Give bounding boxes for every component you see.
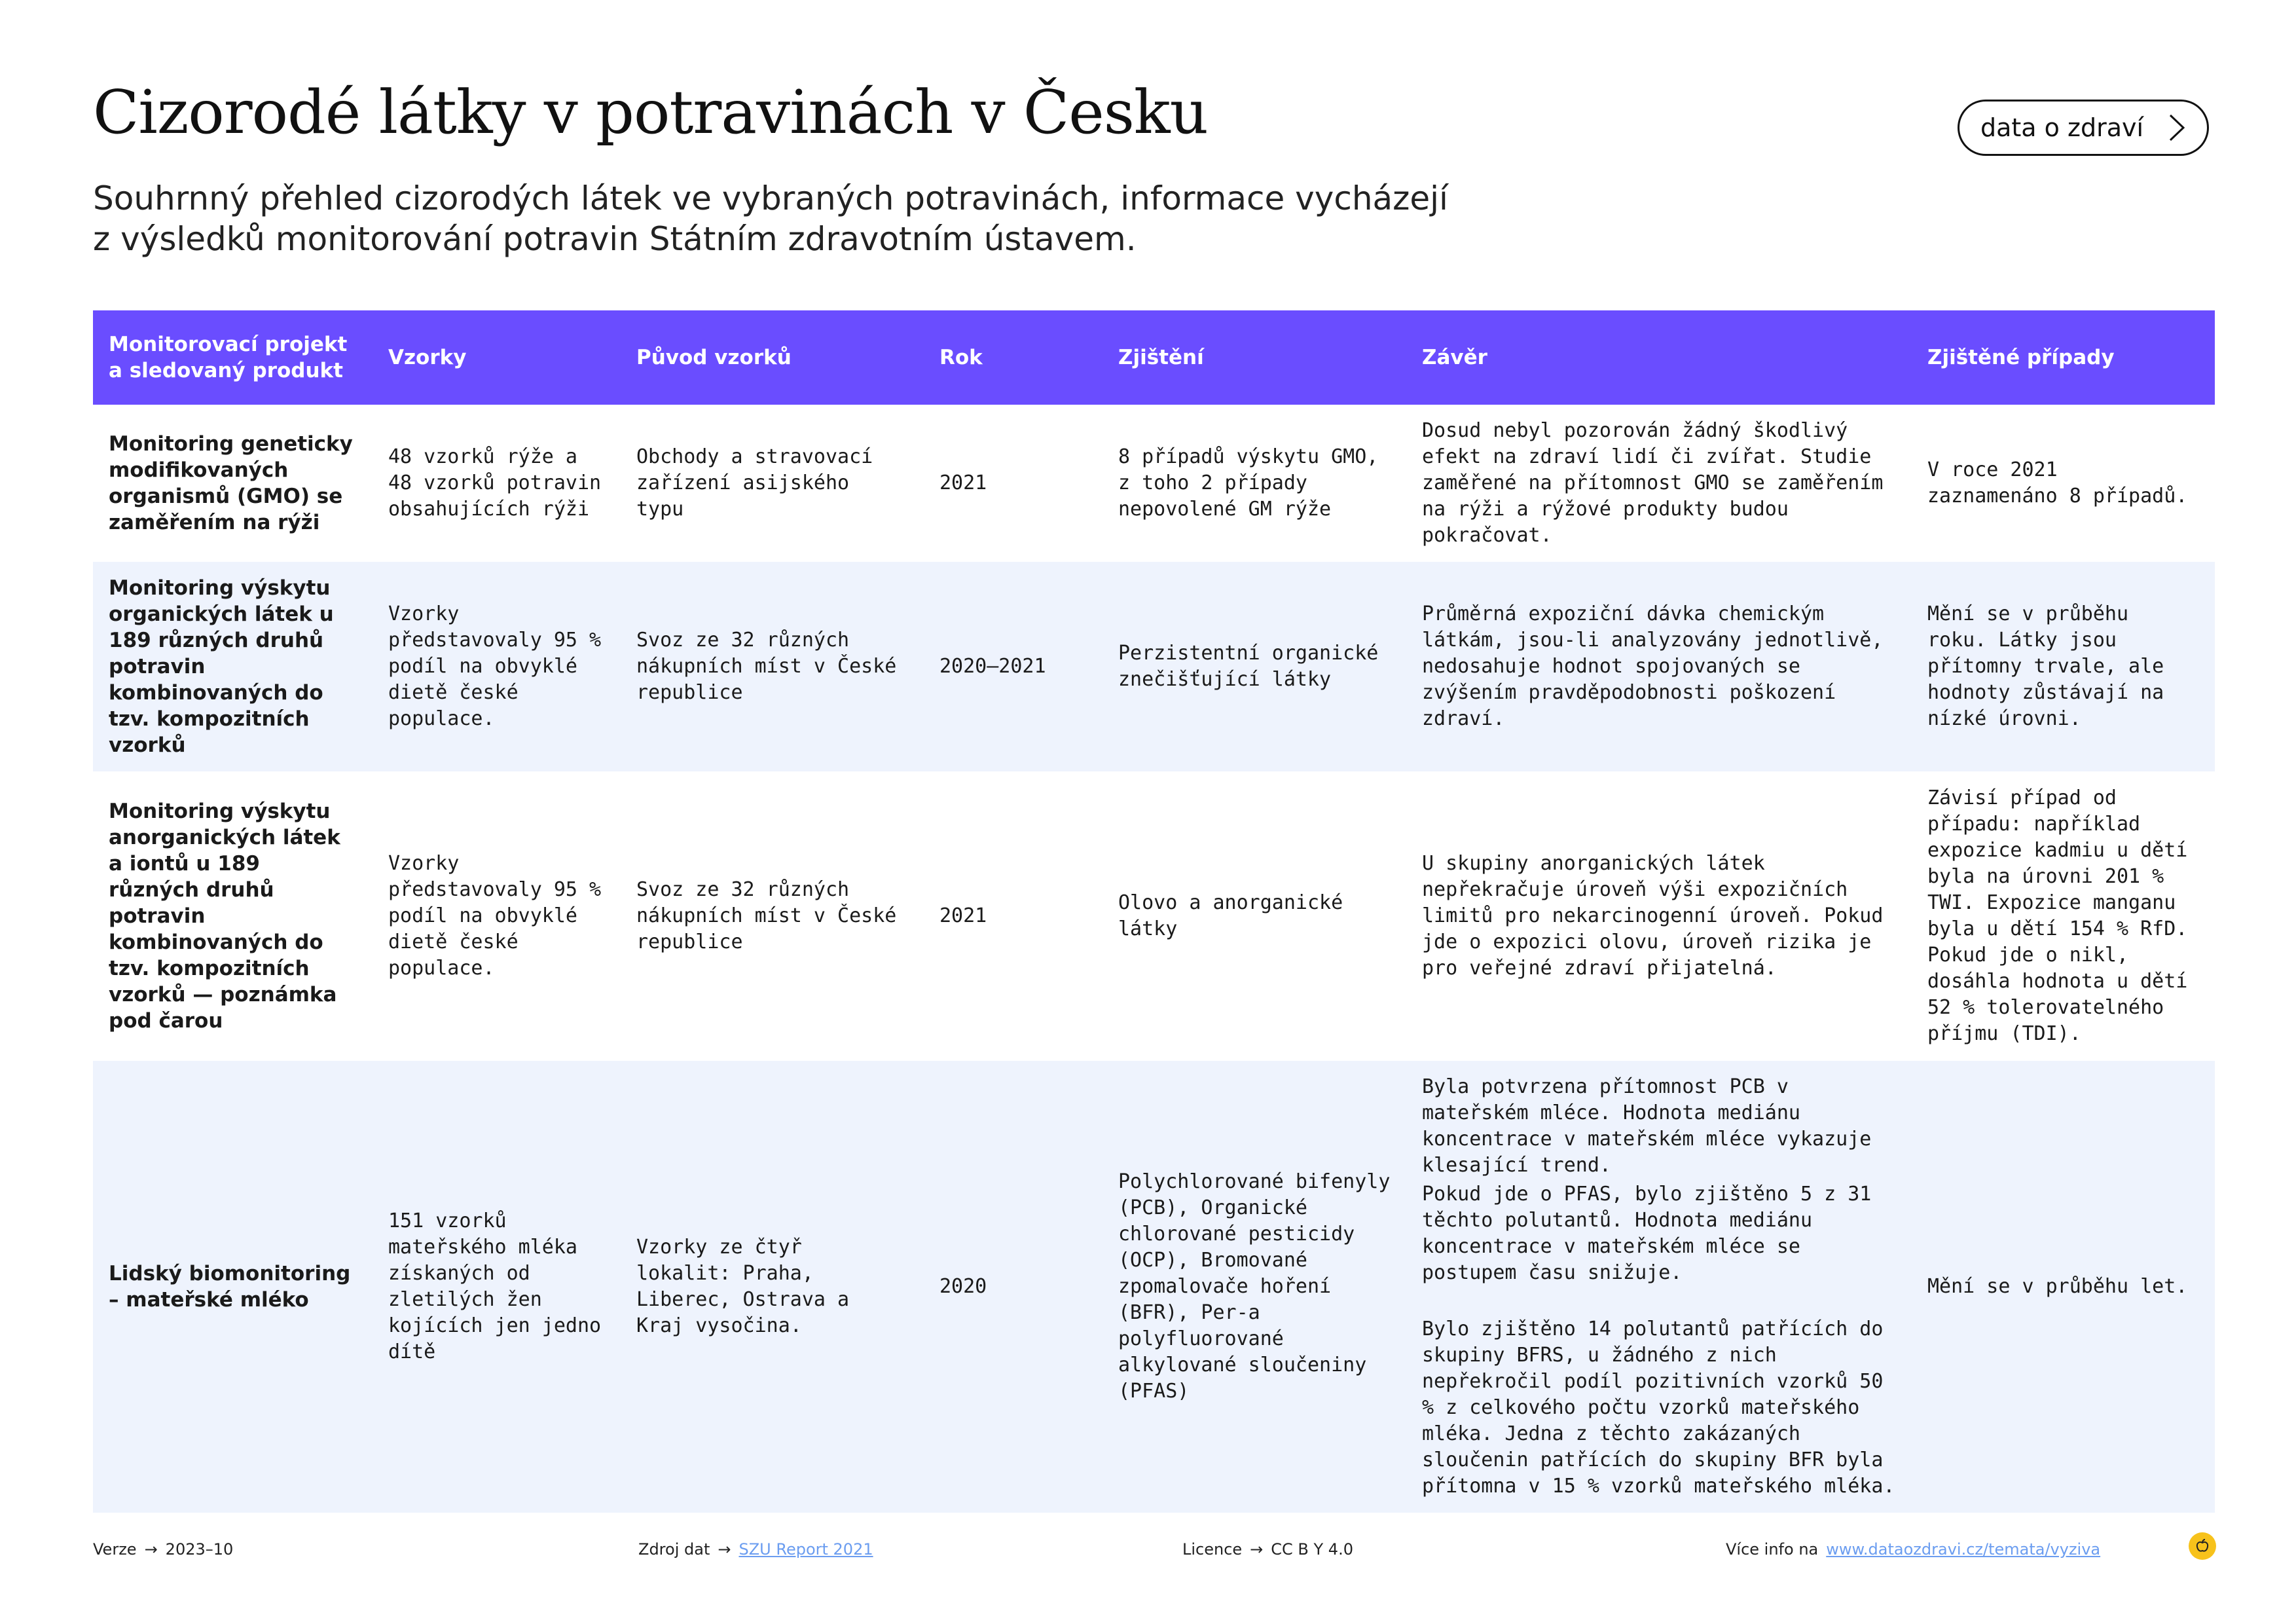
cell-project: Monitoring výskytu organických látek u 1… (93, 562, 373, 771)
cell-finding: Perzistentní organické znečišťující látk… (1102, 562, 1406, 771)
table-row: Lidský biomonitoring – mateřské mléko 15… (93, 1061, 2215, 1513)
data-o-zdravi-button[interactable]: data o zdraví (1958, 100, 2209, 156)
cell-finding: 8 případů výskytu GMO, z toho 2 případy … (1118, 445, 1379, 521)
cell-conclusion: Byla potvrzena přítomnost PCB v mateřské… (1406, 1061, 1912, 1513)
source-label: Zdroj dat (638, 1540, 710, 1559)
cell-finding: Polychlorované bifenyly (PCB), Organické… (1102, 1061, 1406, 1513)
table-row: Monitoring geneticky modifikovaných orga… (93, 405, 2215, 562)
version-value: 2023–10 (165, 1540, 234, 1559)
cell-conclusion: U skupiny anorganických látek nepřekraču… (1422, 852, 1884, 980)
nav-button-label: data o zdraví (1980, 113, 2144, 142)
page-title: Cizorodé látky v potravinách v Česku (93, 77, 1209, 147)
cell-cases: Mění se v průběhu roku. Látky jsou příto… (1912, 562, 2215, 771)
subtitle-line-2: z výsledků monitorování potravin Státním… (93, 220, 1137, 258)
arrow-right-icon: → (1250, 1540, 1264, 1559)
conclusion-paragraph: Pokud jde o PFAS, bylo zjištěno 5 z 31 t… (1422, 1183, 1872, 1284)
table-row: Monitoring výskytu anorganických látek a… (93, 771, 2215, 1061)
chevron-right-icon (2169, 114, 2185, 141)
apple-outline-icon (2196, 1539, 2209, 1552)
column-header-finding: Zjištění (1102, 310, 1406, 405)
apple-logo-icon (2189, 1532, 2216, 1560)
cell-origin: Obchody a stravovací zařízení asijského … (636, 445, 873, 521)
cell-conclusion: Dosud nebyl pozorován žádný škodlivý efe… (1422, 419, 1884, 547)
cell-samples: Vzorky představovaly 95 % podíl na obvyk… (373, 562, 621, 771)
version-label: Verze (93, 1540, 137, 1559)
cell-year: 2021 (939, 904, 987, 927)
arrow-right-icon: → (144, 1540, 158, 1559)
cell-samples: 151 vzorků mateřského mléka získaných od… (373, 1061, 621, 1513)
cell-year: 2020 (924, 1061, 1102, 1513)
cell-conclusion: Průměrná expoziční dávka chemickým látká… (1406, 562, 1912, 771)
more-info-label: Více info na (1726, 1540, 1819, 1559)
table-row: Monitoring výskytu organických látek u 1… (93, 562, 2215, 771)
column-header-year: Rok (924, 310, 1102, 405)
table-header-row: Monitorovací projekt a sledovaný produkt… (93, 310, 2215, 405)
cell-year: 2021 (939, 471, 987, 494)
monitoring-table: Monitorovací projekt a sledovaný produkt… (93, 310, 2215, 1513)
license-value: CC B Y 4.0 (1271, 1540, 1353, 1559)
column-header-cases: Zjištěné případy (1912, 310, 2215, 405)
subtitle-line-1: Souhrnný přehled cizorodých látek ve vyb… (93, 179, 1448, 217)
cell-origin: Vzorky ze čtyř lokalit: Praha, Liberec, … (621, 1061, 924, 1513)
cell-project: Monitoring geneticky modifikovaných orga… (109, 432, 353, 534)
cell-origin: Svoz ze 32 různých nákupních míst v Česk… (636, 878, 897, 953)
cell-cases: Závisí případ od případu: například expo… (1927, 786, 2188, 1045)
footer-source: Zdroj dat → SZU Report 2021 (638, 1540, 873, 1559)
conclusion-paragraph: Byla potvrzena přítomnost PCB v mateřské… (1422, 1075, 1872, 1177)
conclusion-paragraph: Bylo zjištěno 14 polutantů patřících do … (1422, 1318, 1895, 1498)
footer-license: Licence → CC B Y 4.0 (1182, 1540, 1353, 1559)
cell-origin: Svoz ze 32 různých nákupních míst v Česk… (621, 562, 924, 771)
arrow-right-icon: → (718, 1540, 731, 1559)
column-header-conclusion: Závěr (1406, 310, 1912, 405)
cell-finding: Olovo a anorganické látky (1118, 891, 1343, 940)
source-link[interactable]: SZU Report 2021 (738, 1540, 873, 1559)
cell-samples: Vzorky představovaly 95 % podíl na obvyk… (388, 852, 602, 980)
column-header-project: Monitorovací projekt a sledovaný produkt (93, 310, 373, 405)
license-label: Licence (1182, 1540, 1243, 1559)
cell-cases: Mění se v průběhu let. (1912, 1061, 2215, 1513)
page-subtitle: Souhrnný přehled cizorodých látek ve vyb… (93, 178, 1631, 259)
column-header-samples: Vzorky (373, 310, 621, 405)
cell-cases: V roce 2021 zaznamenáno 8 případů. (1927, 458, 2188, 507)
cell-year: 2020—2021 (924, 562, 1102, 771)
cell-project: Lidský biomonitoring – mateřské mléko (93, 1061, 373, 1513)
more-info-link[interactable]: www.dataozdravi.cz/temata/vyziva (1826, 1540, 2101, 1559)
cell-samples: 48 vzorků rýže a 48 vzorků potravin obsa… (388, 445, 602, 521)
column-header-origin: Původ vzorků (621, 310, 924, 405)
cell-project: Monitoring výskytu anorganických látek a… (109, 800, 340, 1033)
footer-version: Verze → 2023–10 (93, 1540, 233, 1559)
footer-more-info: Více info na www.dataozdravi.cz/temata/v… (1726, 1540, 2100, 1559)
